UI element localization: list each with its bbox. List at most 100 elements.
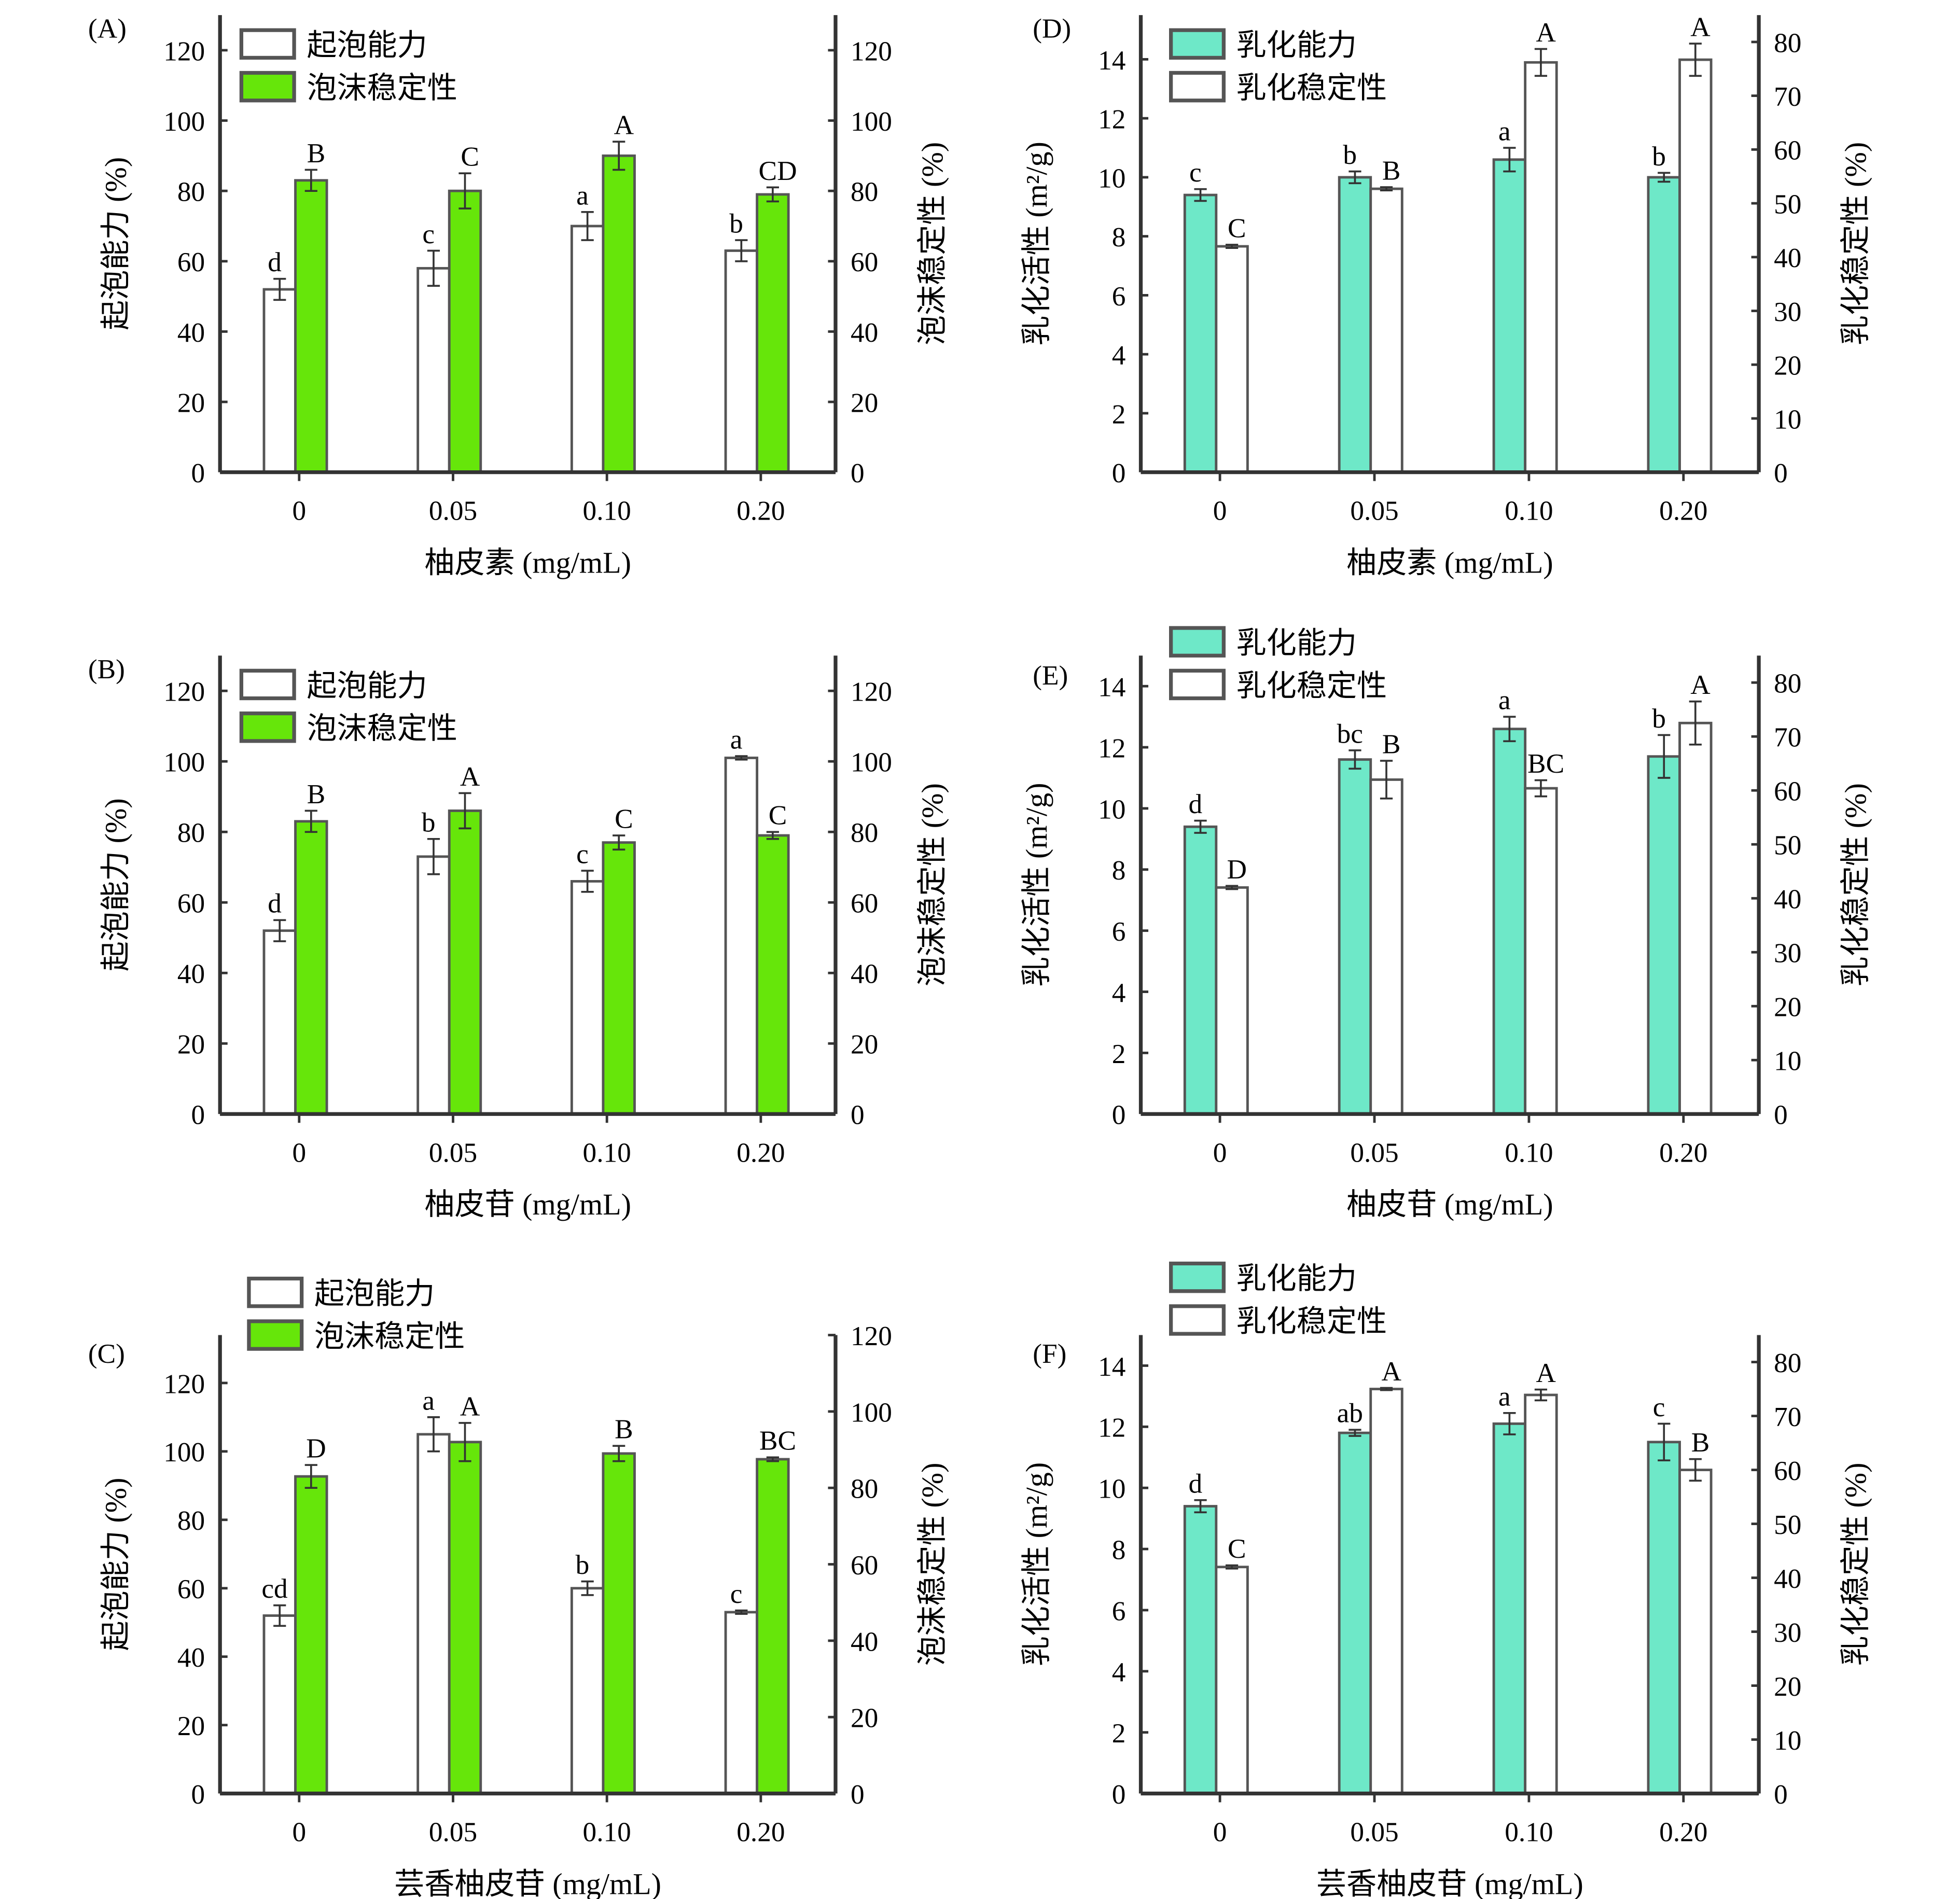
bar	[294, 179, 328, 474]
bar	[1647, 755, 1681, 1115]
y-right-tick-label: 80	[851, 818, 878, 848]
panel-label: (F)	[1033, 1338, 1066, 1369]
bar	[1183, 825, 1218, 1115]
y-tick-label: 12	[1098, 104, 1125, 135]
y-tick-label: 0	[191, 1779, 205, 1810]
y-right-tick-label: 60	[851, 1550, 878, 1581]
y-tick-label: 8	[1112, 855, 1126, 886]
y-axis-title: 起泡能力 (%)	[99, 157, 133, 330]
y-tick-label: 0	[1112, 458, 1126, 488]
y-right-tick-label: 50	[1774, 189, 1801, 219]
legend-swatch	[239, 71, 296, 103]
y-tick-label: 0	[1112, 1100, 1126, 1130]
legend-swatch	[239, 711, 296, 743]
y-axis-title: 起泡能力 (%)	[99, 1478, 133, 1651]
significance-letter: A	[1690, 669, 1711, 700]
y-right-axis-title: 泡沫稳定性 (%)	[915, 142, 949, 345]
significance-letter: B	[1382, 729, 1401, 760]
bar	[570, 225, 605, 474]
y-right-tick-label: 0	[1774, 1779, 1788, 1810]
y-axis-title: 乳化活性 (m²/g)	[1020, 783, 1053, 987]
x-axis-title: 芸香柚皮苷 (mg/mL)	[394, 1867, 661, 1899]
bar	[416, 855, 451, 1115]
bar	[1678, 721, 1713, 1115]
panel-label: (D)	[1033, 13, 1071, 44]
bar	[294, 1475, 328, 1795]
y-tick-label: 40	[177, 317, 205, 348]
y-tick-label: 100	[163, 747, 205, 778]
y-right-tick-label: 50	[1774, 1510, 1801, 1540]
y-right-tick-label: 60	[1774, 776, 1801, 807]
y-right-tick-label: 40	[1774, 1563, 1801, 1594]
y-tick-label: 60	[177, 247, 205, 277]
significance-letter: a	[422, 1385, 435, 1416]
y-right-tick-label: 80	[1774, 668, 1801, 699]
significance-letter: B	[1382, 155, 1401, 186]
y-tick-label: 6	[1112, 916, 1126, 947]
y-right-tick-label: 20	[851, 1029, 878, 1060]
y-right-tick-label: 0	[851, 1779, 865, 1810]
significance-letter: D	[306, 1433, 326, 1463]
legend-swatch	[1169, 71, 1226, 103]
y-right-tick-label: 20	[851, 1703, 878, 1734]
y-right-tick-label: 40	[851, 959, 878, 989]
y-right-tick-label: 0	[851, 458, 865, 488]
y-right-axis-title: 泡沫稳定性 (%)	[915, 1462, 949, 1666]
x-tick-label: 0.10	[583, 496, 631, 526]
y-tick-label: 12	[1098, 733, 1125, 763]
y-right-tick-label: 50	[1774, 830, 1801, 861]
bar	[1338, 1431, 1372, 1795]
y-right-axis-title: 乳化稳定性 (%)	[1839, 142, 1872, 345]
y-axis-title: 乳化活性 (m²/g)	[1020, 1462, 1053, 1667]
significance-letter: D	[1227, 854, 1247, 885]
y-tick-label: 10	[1098, 794, 1125, 825]
bar	[262, 1614, 297, 1795]
y-tick-label: 8	[1112, 222, 1126, 253]
legend-swatch	[239, 28, 296, 60]
x-tick-label: 0	[1213, 1817, 1227, 1848]
legend-label: 乳化能力	[1236, 29, 1357, 62]
x-tick-label: 0	[1213, 1137, 1227, 1168]
x-tick-label: 0	[292, 1137, 306, 1168]
y-right-axis-title: 乳化稳定性 (%)	[1839, 783, 1872, 986]
significance-letter: c	[1653, 1392, 1665, 1422]
x-tick-label: 0	[292, 1817, 306, 1848]
x-tick-label: 0.20	[736, 496, 785, 526]
significance-letter: d	[268, 247, 282, 277]
legend-swatch	[1169, 28, 1226, 60]
legend-label: 乳化稳定性	[1236, 71, 1387, 105]
x-tick-label: 0.10	[583, 1817, 631, 1848]
y-right-tick-label: 20	[1774, 1671, 1801, 1702]
y-right-tick-label: 100	[851, 747, 892, 778]
bar	[724, 757, 759, 1115]
y-right-tick-label: 30	[1774, 1617, 1801, 1648]
y-tick-label: 2	[1112, 399, 1126, 429]
bar	[1647, 1441, 1681, 1795]
y-right-tick-label: 100	[851, 106, 892, 137]
y-right-tick-label: 60	[851, 247, 878, 277]
y-tick-label: 6	[1112, 1596, 1126, 1626]
bar	[1183, 193, 1218, 474]
chart-panel-D: (D) c b a b C B A A 0 2 4 6 8 10 12 14 0 10 20 30 40 50 60 70 80 0…	[1020, 12, 1872, 580]
significance-letter: BC	[759, 1426, 796, 1456]
y-right-axis-title: 乳化稳定性 (%)	[1839, 1462, 1872, 1666]
legend-label: 泡沫稳定性	[307, 711, 457, 745]
bar	[262, 929, 297, 1115]
panel-label: (B)	[88, 654, 125, 685]
y-tick-label: 80	[177, 177, 205, 207]
x-tick-label: 0.10	[1505, 496, 1553, 526]
y-right-tick-label: 80	[851, 1474, 878, 1504]
bar	[416, 267, 451, 474]
significance-letter: c	[422, 219, 435, 249]
significance-letter: a	[1498, 1381, 1511, 1412]
y-right-tick-label: 120	[851, 677, 892, 707]
y-tick-label: 20	[177, 1711, 205, 1741]
chart-panel-F: (F) d ab a c C A A B 0 2 4 6 8 10 12 14 0 10 20 30 40 50 60 70 80…	[1020, 1261, 1872, 1899]
legend-label: 起泡能力	[307, 29, 427, 62]
significance-letter: C	[1228, 1533, 1246, 1564]
bar	[756, 1458, 790, 1795]
bar	[602, 154, 636, 474]
x-tick-label: 0.10	[1505, 1817, 1553, 1848]
y-tick-label: 4	[1112, 1657, 1126, 1687]
